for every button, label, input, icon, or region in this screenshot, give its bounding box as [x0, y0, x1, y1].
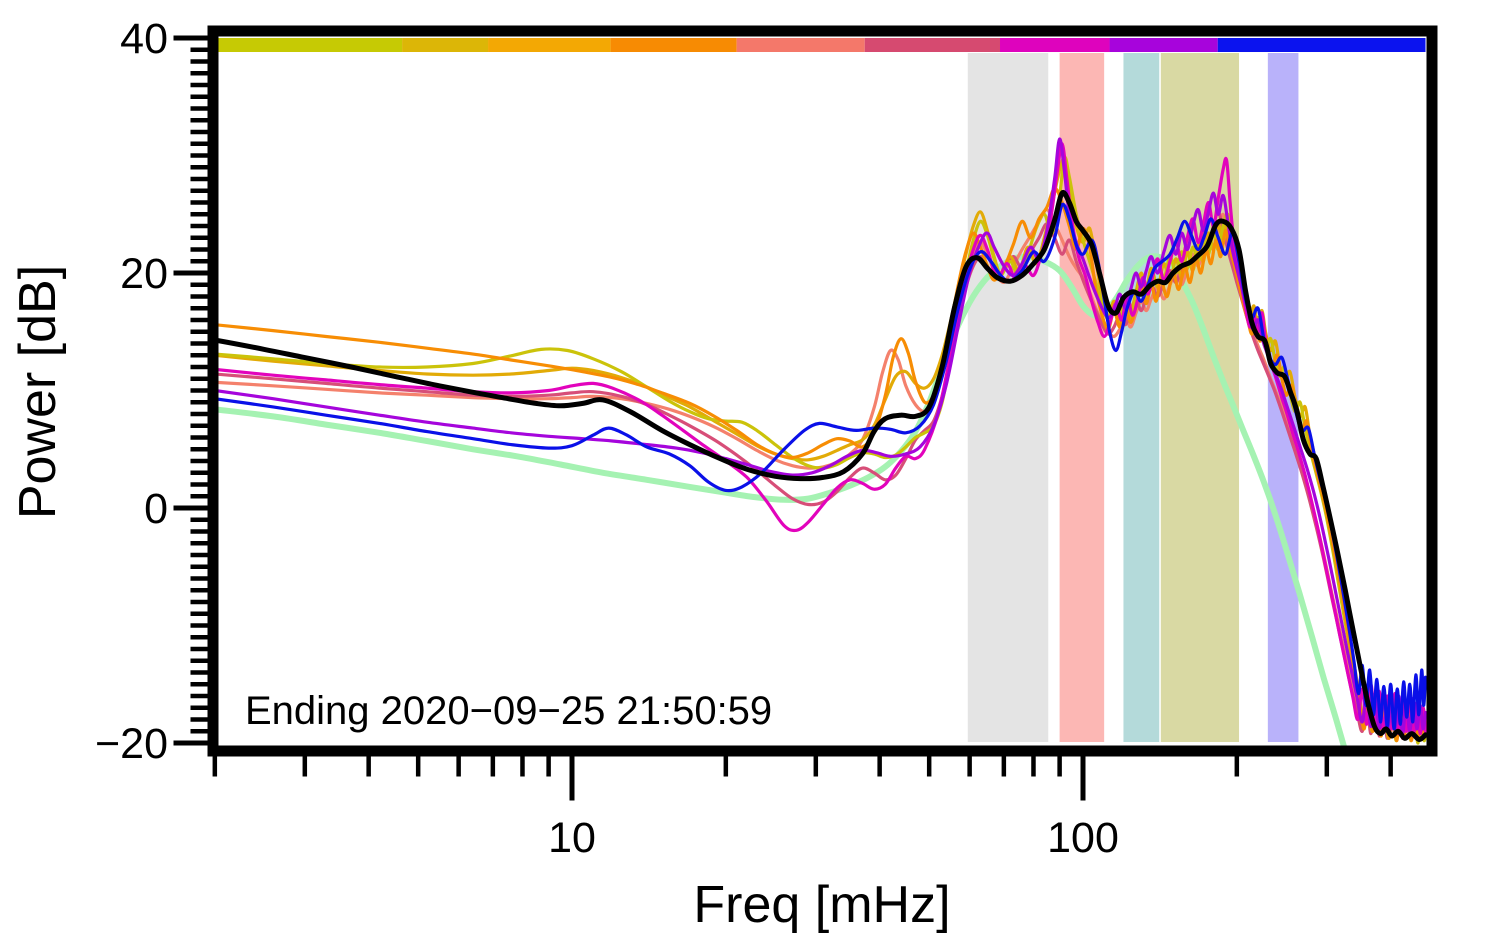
y-tick-label: 0 — [144, 485, 168, 533]
colorbar-segment-9 — [1217, 38, 1426, 52]
highlight-bands — [967, 53, 1299, 742]
band-teal — [1123, 53, 1160, 742]
colorbar-segment-1 — [218, 38, 403, 52]
colorbar-segment-5 — [736, 38, 865, 52]
spectrum-yellow — [218, 155, 1427, 745]
colorbar-segment-4 — [610, 38, 737, 52]
x-tick-label: 10 — [548, 814, 596, 862]
x-axis-title: Freq [mHz] — [693, 876, 950, 934]
spectrum-gold — [218, 157, 1427, 743]
spectrum-violet — [218, 137, 1427, 736]
x-tick-label: 100 — [1047, 814, 1119, 862]
y-axis-title: Power [dB] — [9, 265, 67, 519]
y-tick-label: 40 — [120, 15, 168, 63]
spectrum-magenta — [218, 142, 1427, 738]
tick-labels: 40 20 0 −20 10 100 — [95, 15, 1119, 862]
colorbar-segment-2 — [402, 38, 489, 52]
y-tick-label: −20 — [95, 720, 168, 768]
band-gray — [967, 53, 1049, 742]
spectra-curves — [218, 137, 1427, 746]
time-colorbar — [218, 38, 1426, 52]
y-tick-label: 20 — [120, 250, 168, 298]
colorbar-segment-3 — [488, 38, 611, 52]
colorbar-segment-8 — [1109, 38, 1218, 52]
plot-frame — [207, 25, 1438, 757]
axis-ticks — [173, 35, 1393, 801]
spectrum-mean-black — [218, 189, 1427, 742]
ending-timestamp-annotation: Ending 2020−09−25 21:50:59 — [245, 689, 772, 733]
colorbar-segment-7 — [1000, 38, 1110, 52]
colorbar-segment-6 — [864, 38, 1001, 52]
